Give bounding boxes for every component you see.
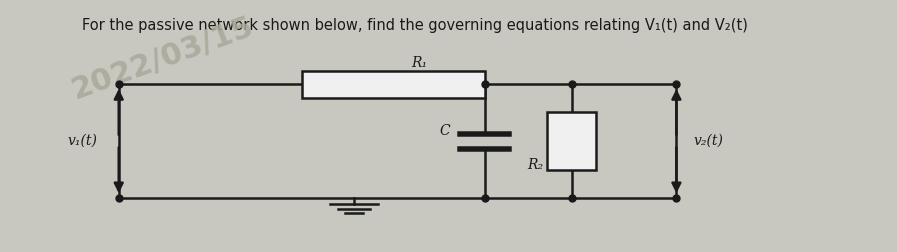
- Text: For the passive network shown below, find the governing equations relating V₁(t): For the passive network shown below, fin…: [82, 18, 748, 33]
- Text: v₁(t): v₁(t): [67, 134, 97, 148]
- Text: 2022/03/15: 2022/03/15: [67, 12, 257, 105]
- Text: C: C: [440, 124, 449, 138]
- Text: v₂(t): v₂(t): [693, 134, 724, 148]
- Text: R₂: R₂: [527, 158, 543, 172]
- Bar: [547, 112, 597, 170]
- Text: R₁: R₁: [412, 56, 427, 70]
- Bar: [301, 72, 484, 98]
